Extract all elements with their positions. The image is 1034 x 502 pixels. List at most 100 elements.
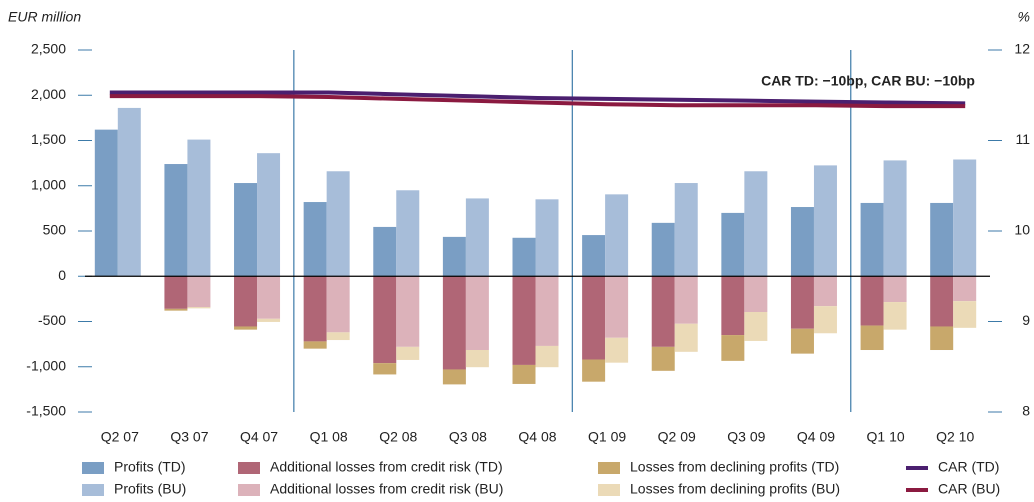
bar	[465, 198, 489, 277]
y-tick-label: 2,500	[31, 41, 66, 57]
bar	[721, 276, 745, 336]
bar	[187, 139, 211, 277]
bar	[535, 345, 559, 368]
y2-tick-label: 8	[1022, 403, 1030, 419]
y-tick-label: 1,500	[31, 131, 66, 147]
x-tick-label: Q2 08	[379, 429, 417, 445]
bar	[535, 276, 559, 346]
y-tick-label: -1,500	[26, 403, 66, 419]
y2-tick-label: 10	[1014, 222, 1030, 238]
bar	[813, 165, 837, 277]
legend-swatch	[82, 484, 104, 496]
bar	[605, 337, 629, 363]
bar	[930, 326, 954, 351]
bar	[605, 194, 629, 277]
bar	[303, 202, 327, 277]
legend-swatch	[82, 462, 104, 474]
legend-swatch	[238, 462, 260, 474]
bar	[303, 276, 327, 342]
y-tick-label: 500	[43, 222, 67, 238]
bar	[373, 363, 397, 375]
bar	[234, 326, 258, 330]
car-line	[109, 94, 966, 109]
bar	[790, 207, 814, 277]
bar	[257, 153, 281, 277]
bar	[512, 364, 536, 384]
bar	[164, 308, 188, 311]
x-tick-label: Q3 09	[727, 429, 765, 445]
y-tick-label: 0	[58, 267, 66, 283]
bar	[535, 199, 559, 277]
bar	[164, 276, 188, 309]
legend-label: Losses from declining profits (TD)	[630, 459, 839, 475]
legend-swatch	[238, 484, 260, 496]
bar	[953, 301, 977, 328]
legend-label: Losses from declining profits (BU)	[630, 481, 840, 497]
y2-axis-label: %	[1018, 9, 1030, 25]
bar	[860, 276, 884, 326]
annotation: CAR TD: −10bp, CAR BU: −10bp	[761, 73, 975, 89]
bar	[582, 276, 606, 360]
bar	[326, 276, 350, 333]
bar	[813, 276, 837, 307]
bar	[257, 276, 281, 319]
y-tick-label: -500	[38, 312, 66, 328]
bar	[953, 276, 977, 302]
bar	[442, 236, 466, 277]
x-tick-label: Q2 07	[101, 429, 139, 445]
x-tick-label: Q4 07	[240, 429, 278, 445]
x-tick-label: Q1 09	[588, 429, 626, 445]
x-tick-label: Q3 07	[170, 429, 208, 445]
bar	[373, 226, 397, 277]
bar	[187, 307, 211, 309]
bar	[883, 302, 907, 330]
bar	[674, 276, 698, 324]
bar	[883, 276, 907, 303]
bar	[790, 328, 814, 354]
y-tick-label: 2,000	[31, 86, 66, 102]
bar	[442, 369, 466, 385]
bar	[813, 306, 837, 334]
bar	[790, 276, 814, 329]
x-tick-label: Q4 08	[518, 429, 556, 445]
x-tick-label: Q4 09	[797, 429, 835, 445]
bar	[326, 332, 350, 341]
bar	[187, 276, 211, 308]
bar	[465, 276, 489, 351]
bar	[744, 311, 768, 341]
legend-label: Profits (BU)	[114, 481, 186, 497]
bar	[651, 276, 675, 347]
bar	[512, 237, 536, 277]
bar	[257, 318, 281, 322]
bar	[744, 171, 768, 277]
legend-label: Profits (TD)	[114, 459, 186, 475]
bar	[651, 346, 675, 371]
y2-tick-label: 12	[1014, 41, 1030, 57]
bar	[674, 323, 698, 352]
bar	[930, 202, 954, 277]
y-axis-label: EUR million	[8, 9, 81, 25]
legend-swatch	[598, 484, 620, 496]
bar	[326, 171, 350, 277]
bar	[117, 107, 141, 277]
bar	[930, 276, 954, 327]
x-tick-label: Q1 08	[310, 429, 348, 445]
y-tick-label: 1,000	[31, 176, 66, 192]
bar	[465, 350, 489, 368]
car-line	[109, 90, 966, 106]
y-tick-label: -1,000	[26, 357, 66, 373]
bar	[953, 159, 977, 277]
bar	[396, 276, 420, 347]
bar	[396, 346, 420, 360]
legend-label: CAR (BU)	[938, 481, 1000, 497]
bar	[164, 164, 188, 277]
bar	[721, 335, 745, 361]
bar	[396, 190, 420, 277]
bar	[721, 212, 745, 277]
x-tick-label: Q2 09	[658, 429, 696, 445]
y2-tick-label: 11	[1015, 131, 1030, 147]
legend-label: Additional losses from credit risk (TD)	[270, 459, 503, 475]
x-tick-label: Q2 10	[936, 429, 974, 445]
legend-label: CAR (TD)	[938, 459, 999, 475]
